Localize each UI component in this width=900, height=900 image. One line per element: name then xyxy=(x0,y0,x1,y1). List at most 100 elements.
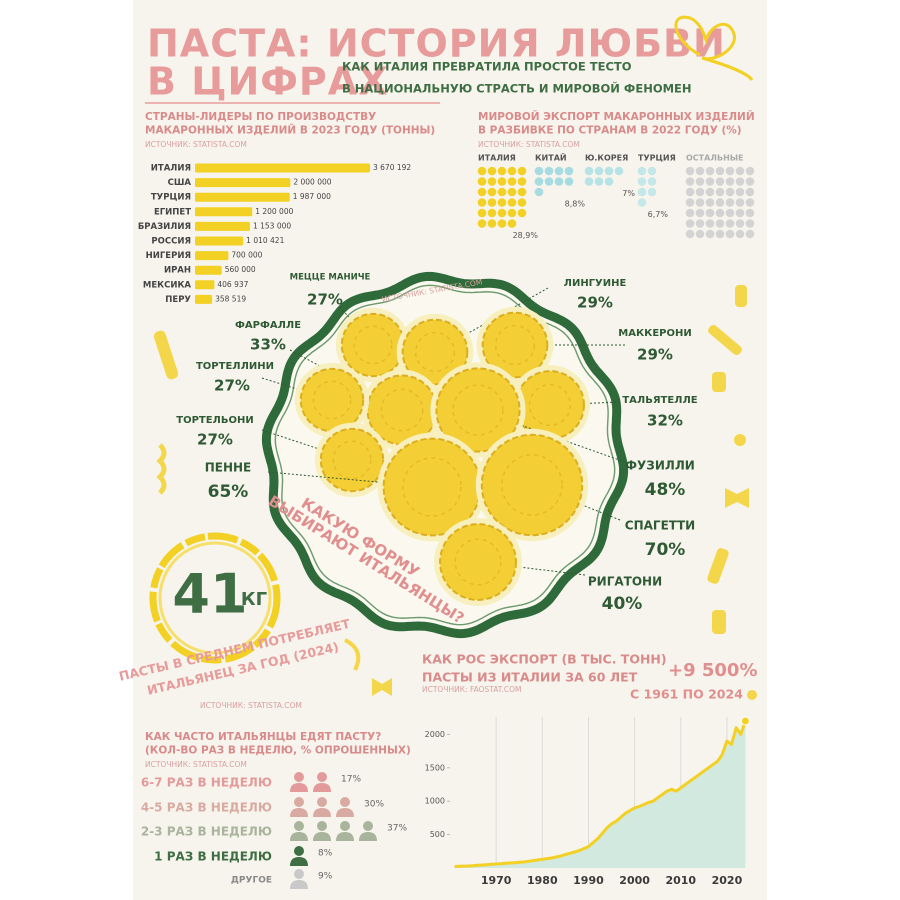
bar xyxy=(195,236,244,246)
consumption-value: 41 xyxy=(172,563,247,626)
waffle-dot xyxy=(715,219,725,228)
decor-rigatoni xyxy=(712,372,726,392)
waffle-dot xyxy=(477,177,487,186)
title: В ЦИФРАХ xyxy=(147,60,389,104)
waffle-dot xyxy=(685,208,695,218)
area xyxy=(454,721,746,868)
person-head xyxy=(317,797,327,807)
waffle-dot xyxy=(705,198,715,207)
chart-title: МИРОВОЙ ЭКСПОРТ МАКАРОННЫХ ИЗДЕЛИЙ xyxy=(478,110,755,123)
bar-label: НИГЕРИЯ xyxy=(146,251,191,261)
x-tick-label: 1970 xyxy=(481,874,512,887)
waffle-dot xyxy=(725,187,735,197)
bubble-label: ЛИНГУИНЕ xyxy=(564,278,627,289)
decor xyxy=(153,285,757,700)
value-label: 40% xyxy=(602,594,643,614)
chart-title: КАК РОС ЭКСПОРТ (В ТЫС. ТОНН) xyxy=(422,652,667,667)
decor-penne xyxy=(153,330,179,380)
consumption-ring xyxy=(149,532,281,664)
bubble-texture xyxy=(332,440,372,480)
person-head xyxy=(294,869,304,879)
value-label: 28,9% xyxy=(513,231,539,240)
bar-label: США xyxy=(168,178,192,188)
waffle-dot xyxy=(735,198,745,207)
waffle-dot xyxy=(497,219,507,228)
bubble xyxy=(435,367,521,453)
source: ИСТОЧНИК: STATISTA.COM xyxy=(145,760,247,769)
decor-fusilli xyxy=(156,443,167,495)
decor-farfalle xyxy=(725,488,749,508)
value-label: 48% xyxy=(645,480,686,500)
value-label: 8% xyxy=(318,849,333,859)
waffle-dot xyxy=(477,166,487,176)
value-label: 1 010 421 xyxy=(246,236,284,245)
row-label: 1 РАЗ В НЕДЕЛЮ xyxy=(154,850,272,864)
waffle-group xyxy=(534,166,574,197)
person-body xyxy=(313,808,331,817)
source: ИСТОЧНИК: STATISTA.COM xyxy=(478,140,580,149)
waffle-dot xyxy=(564,166,574,176)
waffle-dot xyxy=(544,166,554,176)
waffle-dot xyxy=(685,177,695,186)
person-body xyxy=(290,857,308,866)
waffle-dot xyxy=(715,229,725,239)
waffle-dot xyxy=(695,166,705,176)
row-label: 2-3 РАЗ В НЕДЕЛЮ xyxy=(141,825,272,839)
y-tick-label: 1000 xyxy=(425,797,445,806)
waffle-dot xyxy=(507,177,517,186)
chart-title: В РАЗБИВКЕ ПО СТРАНАМ В 2022 ГОДУ (%) xyxy=(478,125,742,137)
bubble xyxy=(481,311,549,379)
decor-penne xyxy=(708,324,742,356)
person-body xyxy=(313,783,331,792)
bubble-texture xyxy=(501,454,563,516)
waffle-dot xyxy=(477,187,487,197)
bar xyxy=(195,280,215,290)
waffle-dot xyxy=(685,219,695,228)
bubble xyxy=(340,312,406,378)
bubble-texture xyxy=(312,380,352,420)
decor-ring xyxy=(734,434,746,446)
bubble-texture xyxy=(380,388,424,432)
waffle-dot xyxy=(715,166,725,176)
waffle-dot xyxy=(594,177,604,186)
value-label: 358 519 xyxy=(215,294,246,303)
waffle-dot xyxy=(564,177,574,186)
x-tick-label: 2000 xyxy=(619,874,650,887)
waffle-dot xyxy=(507,219,517,228)
waffle-dot xyxy=(705,177,715,186)
waffle-dot xyxy=(725,177,735,186)
waffle-dot xyxy=(604,166,614,176)
waffle-dot xyxy=(705,219,715,228)
person-body xyxy=(336,832,354,841)
person-head xyxy=(317,821,327,831)
annotation: +9 500% xyxy=(668,660,757,681)
subtitle: В НАЦИОНАЛЬНУЮ СТРАСТЬ И МИРОВОЙ ФЕНОМЕН xyxy=(342,81,692,96)
bubble-label: МАККЕРОНИ xyxy=(618,328,691,339)
waffle-group xyxy=(584,166,624,186)
waffle-label: ТУРЦИЯ xyxy=(638,154,676,163)
waffle-dot xyxy=(735,219,745,228)
waffle-dot xyxy=(745,219,755,228)
value-label: 406 937 xyxy=(217,280,248,289)
row-label: 4-5 РАЗ В НЕДЕЛЮ xyxy=(141,801,272,815)
value-label: 27% xyxy=(197,431,233,449)
value-label: 8,8% xyxy=(565,200,586,209)
value-label: 9% xyxy=(318,872,333,882)
value-label: 29% xyxy=(577,294,613,312)
bar-label: ИРАН xyxy=(164,266,191,276)
y-tick-label: 500 xyxy=(430,830,445,839)
y-tick-label: 2000 xyxy=(425,730,445,739)
person-head xyxy=(294,846,304,856)
decor-penne xyxy=(707,548,729,584)
pictogram-group xyxy=(290,772,331,792)
waffle-dot xyxy=(487,187,497,197)
waffle-dot xyxy=(735,187,745,197)
title: ПАСТА: ИСТОРИЯ ЛЮБВИ xyxy=(147,22,726,66)
waffle-dot xyxy=(497,166,507,176)
bar xyxy=(195,178,291,188)
waffle-dot xyxy=(725,208,735,218)
chart-title: ПАСТЫ ИЗ ИТАЛИИ ЗА 60 ЛЕТ xyxy=(422,670,638,685)
waffle-dot xyxy=(647,187,657,197)
waffle-dot xyxy=(497,208,507,218)
waffle-label: ИТАЛИЯ xyxy=(478,154,516,163)
